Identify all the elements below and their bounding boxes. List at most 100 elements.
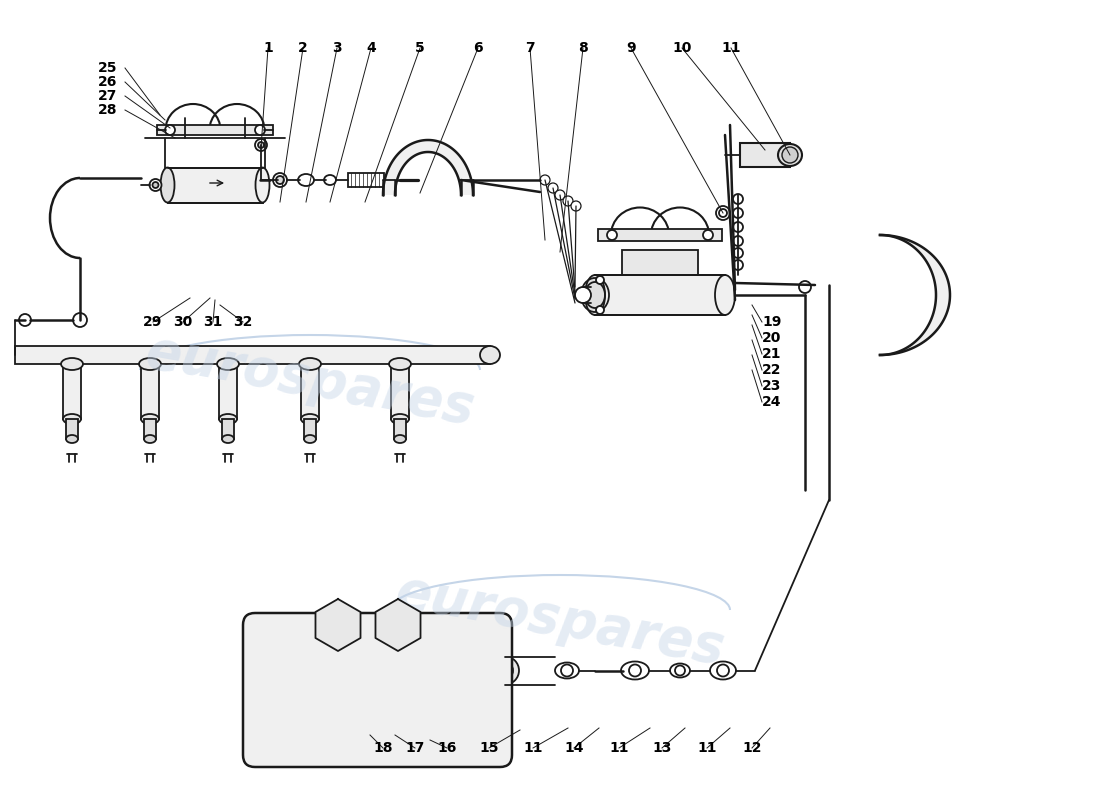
Circle shape	[378, 605, 418, 645]
Circle shape	[733, 222, 742, 232]
Polygon shape	[316, 599, 361, 651]
Ellipse shape	[324, 175, 336, 185]
Circle shape	[255, 139, 267, 151]
Text: 32: 32	[233, 315, 253, 329]
Bar	[595, 275, 725, 315]
Bar	[301, 364, 319, 419]
Bar	[66, 419, 78, 439]
Bar	[167, 167, 263, 202]
Bar	[63, 364, 81, 419]
Circle shape	[733, 260, 742, 270]
Ellipse shape	[222, 435, 234, 443]
Text: 24: 24	[762, 395, 782, 409]
Text: 3: 3	[332, 41, 342, 55]
Circle shape	[733, 208, 742, 218]
Bar	[144, 419, 156, 439]
Text: 22: 22	[762, 363, 782, 377]
Circle shape	[607, 230, 617, 240]
Ellipse shape	[144, 435, 156, 443]
Ellipse shape	[778, 144, 802, 166]
Text: 18: 18	[373, 741, 393, 755]
Text: 15: 15	[480, 741, 498, 755]
Text: 13: 13	[652, 741, 672, 755]
Ellipse shape	[219, 414, 236, 424]
Circle shape	[799, 281, 811, 293]
Ellipse shape	[139, 358, 161, 370]
Text: 20: 20	[762, 331, 782, 345]
Bar	[390, 364, 409, 419]
Text: 2: 2	[298, 41, 308, 55]
Text: 14: 14	[564, 741, 584, 755]
Bar	[15, 346, 489, 364]
Text: 19: 19	[762, 315, 782, 329]
Text: eurospares: eurospares	[392, 566, 728, 674]
Text: 7: 7	[525, 41, 535, 55]
Ellipse shape	[63, 414, 81, 424]
Circle shape	[258, 142, 264, 148]
FancyBboxPatch shape	[243, 613, 512, 767]
Ellipse shape	[304, 435, 316, 443]
Ellipse shape	[217, 358, 239, 370]
Ellipse shape	[394, 435, 406, 443]
Text: 27: 27	[98, 89, 118, 103]
Circle shape	[575, 287, 591, 303]
Ellipse shape	[782, 147, 797, 163]
Ellipse shape	[390, 414, 409, 424]
Bar	[740, 143, 790, 167]
Polygon shape	[880, 235, 950, 355]
Text: 21: 21	[762, 347, 782, 361]
Circle shape	[150, 179, 162, 191]
Ellipse shape	[301, 414, 319, 424]
Text: 26: 26	[98, 75, 118, 89]
Bar	[219, 364, 236, 419]
Text: 31: 31	[204, 315, 222, 329]
Text: 25: 25	[98, 61, 118, 75]
Text: 8: 8	[579, 41, 587, 55]
Bar	[141, 364, 160, 419]
Ellipse shape	[585, 275, 605, 315]
Circle shape	[733, 194, 742, 204]
Circle shape	[273, 173, 287, 187]
Ellipse shape	[710, 662, 736, 679]
Circle shape	[255, 125, 265, 135]
Text: 6: 6	[473, 41, 483, 55]
Bar	[348, 173, 384, 187]
Ellipse shape	[491, 657, 519, 685]
Circle shape	[165, 125, 175, 135]
Ellipse shape	[389, 358, 411, 370]
Circle shape	[733, 236, 742, 246]
Text: 11: 11	[722, 41, 740, 55]
Circle shape	[563, 196, 573, 206]
Ellipse shape	[60, 358, 82, 370]
Circle shape	[571, 201, 581, 211]
Circle shape	[733, 248, 742, 258]
Text: 11: 11	[524, 741, 542, 755]
Text: 5: 5	[415, 41, 425, 55]
Text: 17: 17	[405, 741, 425, 755]
Bar	[394, 419, 406, 439]
Circle shape	[556, 190, 565, 200]
Circle shape	[318, 605, 358, 645]
Ellipse shape	[161, 167, 175, 202]
Circle shape	[596, 306, 604, 314]
Text: 10: 10	[672, 41, 692, 55]
Polygon shape	[375, 599, 420, 651]
Ellipse shape	[141, 414, 160, 424]
Circle shape	[73, 313, 87, 327]
Circle shape	[19, 314, 31, 326]
Ellipse shape	[556, 662, 579, 678]
Circle shape	[548, 183, 558, 193]
Bar	[598, 229, 722, 241]
Ellipse shape	[66, 435, 78, 443]
Bar	[304, 419, 316, 439]
Text: 9: 9	[626, 41, 636, 55]
Text: 30: 30	[174, 315, 192, 329]
Text: eurospares: eurospares	[141, 326, 478, 434]
Ellipse shape	[299, 358, 321, 370]
Bar	[157, 125, 273, 135]
Text: 28: 28	[98, 103, 118, 117]
Bar	[621, 250, 698, 275]
Circle shape	[540, 175, 550, 185]
Ellipse shape	[715, 275, 735, 315]
Circle shape	[276, 176, 284, 184]
